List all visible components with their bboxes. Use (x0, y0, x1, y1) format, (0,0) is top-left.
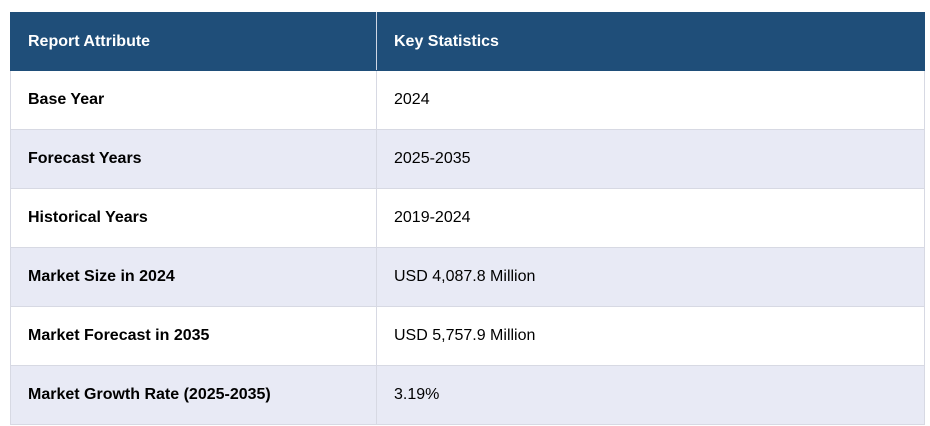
row-value: USD 4,087.8 Million (376, 247, 925, 307)
header-row: Report Attribute Key Statistics (10, 12, 925, 71)
table-row: Market Growth Rate (2025-2035) 3.19% (10, 365, 925, 425)
table-row: Market Forecast in 2035 USD 5,757.9 Mill… (10, 306, 925, 366)
row-attribute: Market Size in 2024 (10, 247, 377, 307)
row-value: 3.19% (376, 365, 925, 425)
header-report-attribute: Report Attribute (10, 12, 377, 71)
row-attribute: Historical Years (10, 188, 377, 248)
table-row: Market Size in 2024 USD 4,087.8 Million (10, 247, 925, 307)
row-attribute: Market Forecast in 2035 (10, 306, 377, 366)
table-row: Base Year 2024 (10, 70, 925, 130)
row-attribute: Forecast Years (10, 129, 377, 189)
row-value: 2024 (376, 70, 925, 130)
row-value: 2019-2024 (376, 188, 925, 248)
report-statistics-table: Report Attribute Key Statistics Base Yea… (10, 12, 925, 425)
row-value: 2025-2035 (376, 129, 925, 189)
header-key-statistics: Key Statistics (376, 12, 925, 71)
row-attribute: Base Year (10, 70, 377, 130)
table-header: Report Attribute Key Statistics (10, 12, 925, 71)
table-row: Historical Years 2019-2024 (10, 188, 925, 248)
report-table-container: Report Attribute Key Statistics Base Yea… (10, 12, 925, 425)
table-body: Base Year 2024 Forecast Years 2025-2035 … (10, 70, 925, 425)
row-value: USD 5,757.9 Million (376, 306, 925, 366)
table-row: Forecast Years 2025-2035 (10, 129, 925, 189)
row-attribute: Market Growth Rate (2025-2035) (10, 365, 377, 425)
